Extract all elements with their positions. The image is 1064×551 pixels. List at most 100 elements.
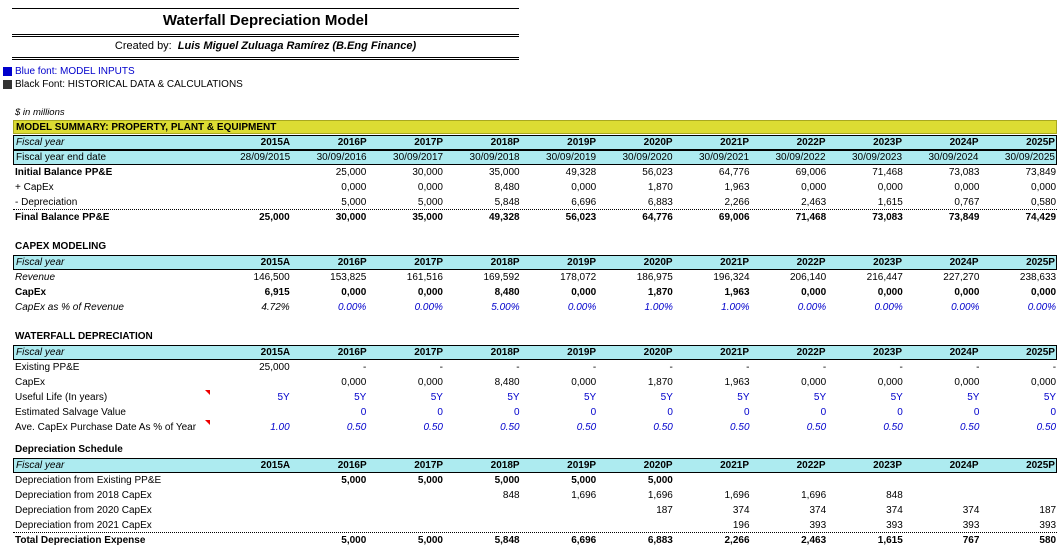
capex-cell[interactable]: 0,000 <box>954 287 980 298</box>
waterfall-cell[interactable]: 1,963 <box>724 377 750 388</box>
capex-cell[interactable]: 8,480 <box>494 287 520 298</box>
waterfall-cell[interactable]: 1.00 <box>270 422 290 433</box>
schedule-cell[interactable]: 2025P <box>1026 460 1055 471</box>
waterfall-cell[interactable]: 0 <box>360 407 367 418</box>
summary-cell[interactable]: 2018P <box>490 137 520 148</box>
capex-cell[interactable]: 6,915 <box>264 287 290 298</box>
waterfall-cell[interactable]: 2017P <box>414 347 444 358</box>
waterfall-cell[interactable]: - <box>592 362 597 373</box>
summary-cell[interactable]: 0,000 <box>571 182 597 193</box>
capex-cell[interactable]: 161,516 <box>406 272 443 283</box>
waterfall-cell[interactable]: 0,000 <box>571 377 597 388</box>
waterfall-cell[interactable]: 2022P <box>796 347 826 358</box>
waterfall-cell[interactable]: 2025P <box>1026 347 1055 358</box>
summary-cell[interactable]: 1,870 <box>647 182 673 193</box>
summary-cell[interactable]: 0,000 <box>877 182 903 193</box>
waterfall-cell[interactable]: 0 <box>820 407 827 418</box>
summary-cell[interactable]: 30/09/2024 <box>928 152 979 163</box>
schedule-cell[interactable]: 2021P <box>720 460 750 471</box>
summary-cell[interactable]: 73,083 <box>948 167 980 178</box>
schedule-cell[interactable]: 374 <box>732 505 750 516</box>
waterfall-cell[interactable]: 5Y <box>1043 392 1057 403</box>
capex-cell[interactable]: 2025P <box>1026 257 1055 268</box>
waterfall-cell[interactable]: 2016P <box>337 347 367 358</box>
summary-cell[interactable]: 0,000 <box>417 182 443 193</box>
waterfall-row-label[interactable]: Estimated Salvage Value <box>15 407 126 418</box>
capex-cell[interactable]: 5.00% <box>491 302 520 313</box>
summary-row-label[interactable]: - Depreciation <box>15 196 78 208</box>
schedule-row-label[interactable]: Total Depreciation Expense <box>15 535 146 546</box>
waterfall-cell[interactable]: 5Y <box>967 392 980 403</box>
waterfall-cell[interactable]: 0.50 <box>346 422 367 433</box>
schedule-cell[interactable]: 1,615 <box>877 535 903 546</box>
summary-cell[interactable]: 2023P <box>873 137 903 148</box>
schedule-cell[interactable]: 393 <box>809 519 827 531</box>
waterfall-cell[interactable]: 25,000 <box>259 362 290 373</box>
summary-cell[interactable]: 30/09/2023 <box>851 152 903 163</box>
summary-cell[interactable]: 30/09/2021 <box>698 152 750 163</box>
schedule-cell[interactable]: 2019P <box>567 460 597 471</box>
summary-cell[interactable]: 0,000 <box>1031 182 1057 193</box>
summary-row-label[interactable]: Fiscal year end date <box>16 152 107 163</box>
schedule-cell[interactable]: 1,696 <box>647 490 673 501</box>
waterfall-row-label[interactable]: Ave. CapEx Purchase Date As % of Year <box>15 422 197 433</box>
waterfall-cell[interactable]: 5Y <box>277 392 290 403</box>
summary-cell[interactable]: 1,963 <box>724 182 750 193</box>
capex-cell[interactable]: 0,000 <box>341 287 367 298</box>
waterfall-cell[interactable]: 0,000 <box>801 377 827 388</box>
schedule-cell[interactable]: 2024P <box>949 460 979 471</box>
capex-cell[interactable]: 169,592 <box>483 272 520 283</box>
schedule-cell[interactable]: 1,696 <box>724 490 750 501</box>
waterfall-cell[interactable]: 0.50 <box>730 422 750 433</box>
summary-cell[interactable]: 0,000 <box>341 182 367 193</box>
schedule-cell[interactable]: 5,000 <box>417 475 443 486</box>
schedule-cell[interactable]: 5,848 <box>494 535 520 546</box>
summary-cell[interactable]: 0,000 <box>801 182 827 193</box>
capex-cell[interactable]: 146,500 <box>253 272 290 283</box>
summary-cell[interactable]: 30/09/2017 <box>393 152 444 163</box>
summary-cell[interactable]: 2022P <box>796 137 826 148</box>
waterfall-cell[interactable]: 0 <box>897 407 903 418</box>
summary-cell[interactable]: 2025P <box>1026 137 1055 148</box>
capex-cell[interactable]: 0,000 <box>801 287 827 298</box>
waterfall-cell[interactable]: 0.50 <box>959 422 980 433</box>
capex-cell[interactable]: 206,140 <box>790 272 827 283</box>
waterfall-cell[interactable]: 5Y <box>660 392 673 403</box>
summary-cell[interactable]: 0,000 <box>954 182 980 193</box>
summary-cell[interactable]: 49,328 <box>565 167 597 178</box>
waterfall-cell[interactable]: 5Y <box>507 392 520 403</box>
capex-cell[interactable]: 2017P <box>414 257 444 268</box>
summary-cell[interactable]: 2021P <box>720 137 750 148</box>
summary-cell[interactable]: 64,776 <box>642 212 673 223</box>
capex-cell[interactable]: 0,000 <box>571 287 597 298</box>
schedule-cell[interactable]: 393 <box>886 519 903 531</box>
waterfall-cell[interactable]: - <box>1052 362 1057 373</box>
capex-row-label[interactable]: Revenue <box>15 272 56 283</box>
schedule-cell[interactable]: 2020P <box>643 460 673 471</box>
capex-cell[interactable]: 0.00% <box>874 302 903 313</box>
waterfall-cell[interactable]: - <box>746 362 750 373</box>
summary-cell[interactable]: 0,767 <box>954 196 980 208</box>
waterfall-cell[interactable]: 2023P <box>873 347 903 358</box>
schedule-cell[interactable]: 2022P <box>796 460 826 471</box>
waterfall-cell[interactable]: - <box>899 362 903 373</box>
waterfall-cell[interactable]: 0 <box>437 407 443 418</box>
summary-cell[interactable]: 2015A <box>260 137 291 148</box>
waterfall-cell[interactable]: 2020P <box>643 347 673 358</box>
capex-cell[interactable]: 0.00% <box>1027 302 1057 313</box>
summary-cell[interactable]: 5,000 <box>341 196 367 208</box>
summary-cell[interactable]: 64,776 <box>718 167 750 178</box>
schedule-cell[interactable]: 5,000 <box>571 475 597 486</box>
summary-cell[interactable]: 2,463 <box>801 196 827 208</box>
waterfall-cell[interactable]: 5Y <box>813 392 827 403</box>
summary-cell[interactable]: 30/09/2025 <box>1004 152 1055 163</box>
waterfall-cell[interactable]: - <box>439 362 443 373</box>
summary-cell[interactable]: 69,006 <box>718 212 750 223</box>
capex-row-label[interactable]: CapEx as % of Revenue <box>15 302 124 313</box>
summary-cell[interactable]: 28/09/2015 <box>240 152 291 163</box>
capex-cell[interactable]: 186,975 <box>636 272 673 283</box>
waterfall-cell[interactable]: 0,000 <box>1031 377 1057 388</box>
waterfall-cell[interactable]: - <box>976 362 980 373</box>
schedule-cell[interactable]: 393 <box>962 519 980 531</box>
waterfall-cell[interactable]: 0 <box>1050 407 1057 418</box>
